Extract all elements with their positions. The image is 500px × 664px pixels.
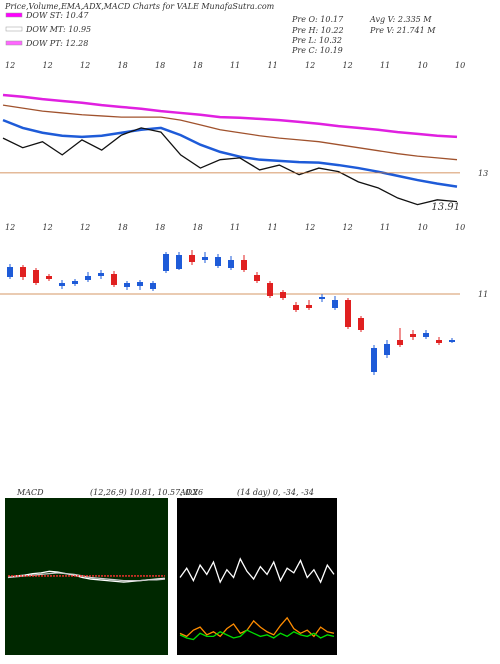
- x-tick-label: 18: [155, 61, 165, 70]
- adx-params: (14 day) 0, -34, -34: [237, 488, 314, 497]
- adx-panel: [177, 498, 337, 655]
- x-tick-label: 11: [230, 61, 240, 70]
- candle-body: [306, 305, 312, 308]
- candle-body: [358, 318, 364, 330]
- series-line: [2, 93, 458, 139]
- candle-body: [150, 283, 156, 289]
- legend-label: DOW MT: 10.95: [25, 25, 91, 34]
- candle-body: [111, 274, 117, 285]
- candle-body: [59, 283, 65, 286]
- candle-body: [189, 255, 195, 262]
- candle-body: [332, 300, 338, 308]
- x-tick-label: 12: [80, 223, 90, 232]
- prev-high: Pre H: 10.22: [291, 26, 344, 35]
- candle-body: [345, 300, 351, 327]
- avg-volume: Avg V: 2.335 M: [369, 15, 432, 24]
- last-price-label: 13.91: [431, 202, 460, 213]
- candle-body: [254, 275, 260, 281]
- x-tick-label: 12: [305, 61, 315, 70]
- candle-body: [371, 348, 377, 372]
- candle-body: [46, 276, 52, 279]
- legend-swatch: [5, 12, 23, 18]
- x-tick-label: 18: [193, 223, 203, 232]
- candle-body: [163, 254, 169, 271]
- x-tick-label: 12: [343, 61, 353, 70]
- y-tick-label: 13: [478, 169, 488, 178]
- series-line: [2, 104, 458, 161]
- macd-label: MACD: [16, 488, 44, 497]
- x-tick-label: 11: [380, 223, 390, 232]
- candle-body: [293, 305, 299, 310]
- legend-swatch: [5, 26, 23, 32]
- candle-body: [228, 260, 234, 268]
- x-tick-label: 11: [268, 223, 278, 232]
- candle-body: [137, 282, 143, 286]
- candle-body: [215, 257, 221, 266]
- candle-body: [449, 340, 455, 342]
- series-line: [179, 557, 335, 584]
- prev-open: Pre O: 10.17: [291, 15, 344, 24]
- candle-body: [410, 334, 416, 337]
- x-tick-label: 12: [305, 223, 315, 232]
- candle-body: [267, 283, 273, 296]
- x-tick-label: 18: [118, 61, 128, 70]
- candle-body: [280, 292, 286, 298]
- y-tick-label: 11: [478, 290, 488, 299]
- prev-close: Pre C: 10.19: [291, 46, 343, 55]
- candle-body: [85, 276, 91, 280]
- series-line: [2, 118, 458, 188]
- series-line: [2, 127, 458, 206]
- x-tick-label: 12: [343, 223, 353, 232]
- candle-body: [176, 255, 182, 269]
- candle-body: [423, 333, 429, 337]
- candle-body: [319, 297, 325, 299]
- candle-body: [98, 273, 104, 276]
- candle-body: [20, 267, 26, 277]
- candle-body: [436, 340, 442, 343]
- x-tick-label: 12: [5, 61, 15, 70]
- prev-volume: Pre V: 21.741 M: [369, 26, 436, 35]
- candle-body: [384, 344, 390, 355]
- series-line: [7, 572, 166, 582]
- x-tick-label: 18: [118, 223, 128, 232]
- adx-label: ADX: [179, 488, 198, 497]
- series-line: [179, 616, 335, 638]
- macd-params: (12,26,9) 10.81, 10.57, 0.26: [90, 488, 203, 497]
- candle-body: [7, 267, 13, 277]
- legend-label: DOW PT: 12.28: [25, 39, 88, 48]
- x-tick-label: 11: [268, 61, 278, 70]
- x-tick-label: 12: [43, 223, 53, 232]
- candle-body: [33, 270, 39, 283]
- x-tick-label: 10: [418, 61, 428, 70]
- title: Price,Volume,EMA,ADX,MACD Charts for VAL…: [4, 2, 275, 11]
- x-tick-label: 11: [380, 61, 390, 70]
- legend-label: DOW ST: 10.47: [25, 11, 89, 20]
- candle-body: [124, 283, 130, 287]
- x-tick-label: 11: [230, 223, 240, 232]
- series-line: [179, 629, 335, 641]
- candle-body: [397, 340, 403, 345]
- prev-low: Pre L: 10.32: [291, 36, 342, 45]
- legend-swatch: [5, 40, 23, 46]
- x-tick-label: 12: [80, 61, 90, 70]
- x-tick-label: 10: [455, 223, 465, 232]
- candle-body: [202, 257, 208, 260]
- x-tick-label: 18: [155, 223, 165, 232]
- x-tick-label: 12: [43, 61, 53, 70]
- x-tick-label: 10: [455, 61, 465, 70]
- x-tick-label: 18: [193, 61, 203, 70]
- candle-body: [241, 260, 247, 270]
- x-tick-label: 12: [5, 223, 15, 232]
- candle-body: [72, 281, 78, 284]
- x-tick-label: 10: [418, 223, 428, 232]
